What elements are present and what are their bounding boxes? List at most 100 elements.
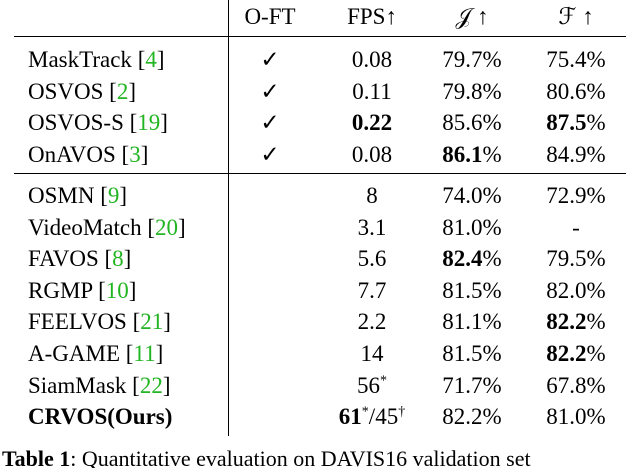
method-cell: OnAVOS [3] [28,140,148,170]
method-cell: FAVOS [8] [28,244,131,274]
text-part: ] [156,47,165,72]
text-part: 0.08 [351,47,393,72]
method-cell: OSVOS [2] [28,77,136,107]
text-part: 72.9% [546,183,606,208]
text-part: 20 [155,214,179,240]
text-part: OSVOS [28,78,110,104]
fps-cell: 7.7 [358,276,387,306]
text-part: † [398,404,406,420]
text-part: - [572,214,580,240]
j-cell: 82.4% [442,244,501,274]
oft-cell: ✓ [260,45,279,75]
text-part: 82.2 [546,341,587,366]
j-cell: 85.6% [442,108,501,138]
fps-cell: 61*/45† [339,402,405,432]
text-part: % [586,110,606,136]
j-cell: 71.7% [442,371,501,401]
caption-label: Table 1 [2,446,71,468]
method-cell: OSVOS-S [19] [28,108,168,138]
f-cell: 81.0% [546,402,605,432]
text-part: * [380,372,387,388]
text-part: ✓ [260,141,280,167]
f-cell: 82.2% [546,339,605,369]
text-part: 82.0% [546,277,606,303]
text-part: 2 [116,78,129,104]
text-part: VideoMatch [28,214,148,240]
text-part: 82.4 [442,246,483,272]
text-part: 9 [107,183,120,208]
text-part: 7.7 [357,277,387,303]
column-header: ℱ ↑ [558,4,594,29]
j-cell: 81.5% [442,339,501,369]
method-cell: SiamMask [22] [28,371,170,401]
text-part: OnAVOS [28,141,122,167]
method-cell: A-GAME [11] [28,339,163,369]
text-part: 85.6% [442,110,502,136]
text-part: [ [125,341,134,366]
fps-cell: 0.08 [352,45,392,75]
text-part: OSVOS-S [28,110,130,136]
text-part: /45 [368,404,399,430]
j-cell: 79.7% [442,45,501,75]
method-cell: OSMN [9] [28,181,127,211]
text-part: ✓ [260,78,280,104]
text-part: 81.5% [442,341,502,366]
fps-cell: 0.11 [352,77,391,107]
f-cell: 80.6% [546,77,605,107]
text-part: ] [155,341,164,366]
j-cell: 86.1% [442,140,501,170]
text-part: [ [104,246,113,272]
text-part: [ [100,183,108,208]
method-cell: VideoMatch [20] [28,213,186,243]
text-part: 0.22 [351,110,393,136]
j-cell: 81.5% [442,276,501,306]
f-cell: 82.0% [546,276,605,306]
text-part: [ [137,47,146,72]
text-part: ✓ [260,47,280,72]
oft-cell: ✓ [260,108,279,138]
text-part: ] [123,246,132,272]
column-header: FPS↑ [347,4,397,29]
fps-cell: 2.2 [358,307,387,337]
text-part: FAVOS [28,246,105,272]
text-part: 75.4% [546,47,606,72]
j-cell: 82.2% [442,402,501,432]
fps-cell: 0.08 [352,140,392,170]
text-part: 4 [145,47,157,72]
text-part: ] [128,78,137,104]
text-part: 0.08 [351,141,393,167]
method-cell: CRVOS(Ours) [28,402,172,432]
fps-cell: 56* [357,371,387,401]
text-part: [ [98,277,106,303]
text-part: * [361,404,369,420]
j-cell: 79.8% [442,77,501,107]
column-header: 𝒥 ↑ [455,4,489,29]
header-rule [14,36,626,37]
column-rule [228,0,229,436]
text-part: CRVOS(Ours) [28,404,173,430]
text-part: 0.11 [352,78,392,104]
text-part: 10 [105,277,129,303]
text-part: 79.8% [442,78,502,104]
text-part: A-GAME [28,341,126,366]
text-part: SiamMask [28,372,133,398]
text-part: % [482,246,502,272]
text-part: 81.0% [546,404,606,430]
text-part: 19 [137,110,161,136]
method-cell: RGMP [10] [28,276,136,306]
text-part: FEELVOS [28,309,133,335]
text-part: 79.7% [442,47,502,72]
text-part: 87.5 [546,110,587,136]
fps-cell: 0.22 [352,108,392,138]
text-part: 71.7% [442,372,502,398]
text-part: 67.8% [546,372,606,398]
text-part: [ [132,372,140,398]
f-cell: 84.9% [546,140,605,170]
text-part: 22 [139,372,163,398]
j-cell: 74.0% [442,181,501,211]
text-part: 21 [140,309,164,335]
text-part: MaskTrack [28,47,138,72]
f-cell: 75.4% [546,45,605,75]
f-cell: 82.2% [546,307,605,337]
